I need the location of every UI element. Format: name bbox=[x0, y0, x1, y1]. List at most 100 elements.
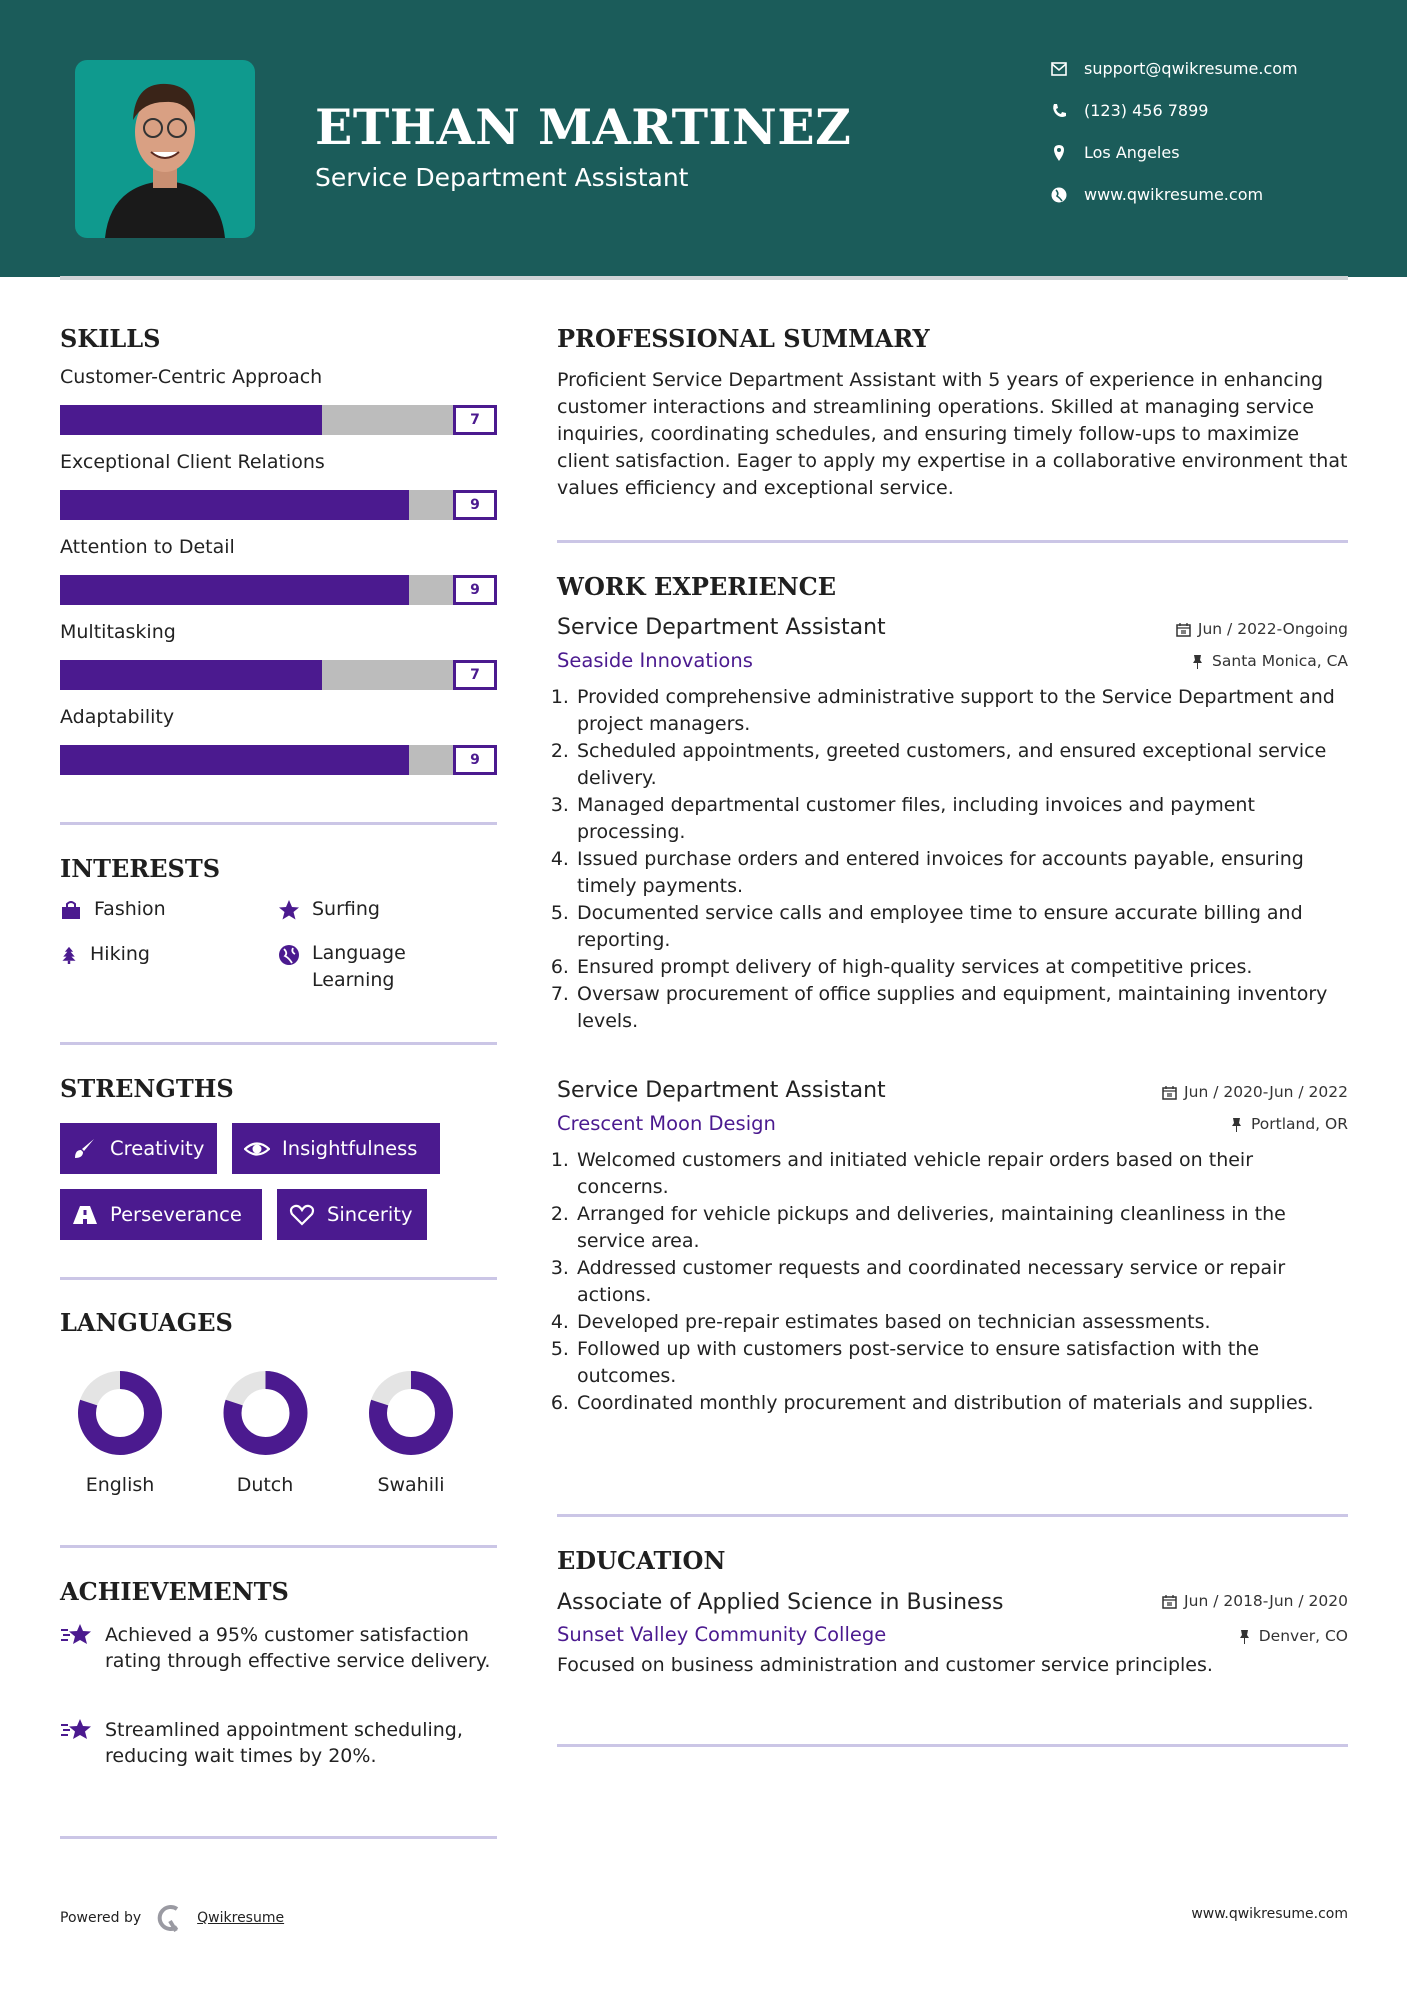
section-divider bbox=[60, 822, 497, 825]
pushpin-icon bbox=[1239, 1629, 1249, 1644]
achievement-item: Streamlined appointment scheduling, redu… bbox=[60, 1717, 497, 1769]
job-date: Jun / 2020-Jun / 2022 bbox=[1162, 1083, 1348, 1101]
globe-icon bbox=[279, 945, 299, 965]
map-marker-icon bbox=[1054, 144, 1064, 161]
interest-label: Surfing bbox=[312, 898, 380, 920]
calendar-icon bbox=[1162, 1594, 1177, 1609]
strength-label: Creativity bbox=[110, 1137, 205, 1160]
strength-badge: Sincerity bbox=[277, 1189, 427, 1240]
skill-bar: 9 bbox=[60, 575, 497, 605]
achievement-text: Achieved a 95% customer satisfaction rat… bbox=[105, 1624, 491, 1672]
skill-label: Adaptability bbox=[60, 706, 175, 728]
strengths-heading: STRENGTHS bbox=[60, 1074, 234, 1103]
skill-bar-fill bbox=[60, 405, 322, 435]
envelope-icon bbox=[1051, 61, 1067, 76]
experience-heading: WORK EXPERIENCE bbox=[557, 572, 837, 601]
skill-bar-fill bbox=[60, 490, 410, 520]
interest-item: Language Learning bbox=[278, 942, 458, 994]
languages-heading: LANGUAGES bbox=[60, 1308, 233, 1337]
skill-label: Customer-Centric Approach bbox=[60, 366, 323, 388]
duty-item: Followed up with customers post-service … bbox=[575, 1336, 1348, 1390]
language-label: Swahili bbox=[377, 1474, 445, 1496]
interest-label: Fashion bbox=[94, 898, 166, 920]
job-location: Portland, OR bbox=[1229, 1115, 1348, 1133]
phone-text: (123) 456 7899 bbox=[1084, 101, 1209, 120]
interest-label: Language Learning bbox=[312, 942, 406, 991]
globe-icon bbox=[1051, 187, 1067, 202]
road-icon bbox=[73, 1205, 97, 1224]
contact-phone[interactable]: (123) 456 7899 bbox=[1050, 101, 1208, 120]
skill-bar-fill bbox=[60, 575, 410, 605]
powered-by-text: Powered by bbox=[60, 1910, 142, 1926]
achievement-item: Achieved a 95% customer satisfaction rat… bbox=[60, 1622, 497, 1674]
interests-heading: INTERESTS bbox=[60, 854, 221, 883]
summary-text: Proficient Service Department Assistant … bbox=[557, 369, 1348, 499]
section-divider bbox=[60, 1836, 497, 1839]
skill-label: Multitasking bbox=[60, 621, 176, 643]
education-description: Focused on business administration and c… bbox=[557, 1654, 1213, 1676]
skill-bar: 7 bbox=[60, 660, 497, 690]
duty-item: Issued purchase orders and entered invoi… bbox=[575, 846, 1348, 900]
skill-score: 9 bbox=[453, 490, 497, 520]
calendar-icon bbox=[1176, 622, 1191, 637]
duty-item: Arranged for vehicle pickups and deliver… bbox=[575, 1201, 1348, 1255]
location-text: Santa Monica, CA bbox=[1212, 652, 1348, 670]
language-label: Dutch bbox=[236, 1474, 294, 1496]
star-icon bbox=[279, 900, 299, 920]
contact-email[interactable]: support@qwikresume.com bbox=[1050, 59, 1298, 78]
skill-bar: 7 bbox=[60, 405, 497, 435]
paintbrush-icon bbox=[75, 1138, 94, 1158]
strength-label: Insightfulness bbox=[282, 1137, 418, 1160]
contact-website[interactable]: www.qwikresume.com bbox=[1050, 185, 1263, 204]
shopping-bag-icon bbox=[62, 901, 80, 919]
strength-badge: Creativity bbox=[60, 1123, 217, 1174]
job-title: Service Department Assistant bbox=[557, 615, 886, 640]
profile-photo bbox=[75, 60, 255, 238]
skill-score: 9 bbox=[453, 575, 497, 605]
tree-icon bbox=[62, 946, 76, 964]
section-divider bbox=[60, 1042, 497, 1045]
skill-score: 9 bbox=[453, 745, 497, 775]
job-title: Service Department Assistant bbox=[557, 1078, 886, 1103]
location-text: Los Angeles bbox=[1084, 143, 1180, 162]
interest-label: Hiking bbox=[90, 943, 150, 965]
duty-item: Welcomed customers and initiated vehicle… bbox=[575, 1147, 1348, 1201]
skill-score: 7 bbox=[453, 660, 497, 690]
summary-heading: PROFESSIONAL SUMMARY bbox=[557, 324, 930, 353]
duty-item: Developed pre-repair estimates based on … bbox=[575, 1309, 1348, 1336]
eye-icon bbox=[244, 1141, 270, 1156]
candidate-title: Service Department Assistant bbox=[315, 163, 689, 192]
pushpin-icon bbox=[1193, 654, 1203, 669]
job-entry: Service Department Assistant Crescent Mo… bbox=[557, 1078, 1348, 1417]
email-text: support@qwikresume.com bbox=[1084, 59, 1298, 78]
achievements-heading: ACHIEVEMENTS bbox=[60, 1577, 289, 1606]
footer-website[interactable]: www.qwikresume.com bbox=[1191, 1906, 1348, 1922]
section-divider bbox=[60, 1545, 497, 1548]
strength-label: Sincerity bbox=[327, 1203, 413, 1226]
skill-bar-fill bbox=[60, 660, 322, 690]
interest-item: Hiking bbox=[60, 943, 150, 966]
school: Sunset Valley Community College bbox=[557, 1623, 887, 1646]
section-divider bbox=[557, 540, 1348, 543]
star-award-icon bbox=[61, 1624, 91, 1644]
interest-item: Surfing bbox=[278, 898, 380, 921]
heart-icon bbox=[289, 1204, 315, 1226]
job-location: Santa Monica, CA bbox=[1190, 652, 1348, 670]
skill-score: 7 bbox=[453, 405, 497, 435]
strength-label: Perseverance bbox=[110, 1203, 242, 1226]
achievement-text: Streamlined appointment scheduling, redu… bbox=[105, 1719, 463, 1767]
date-text: Jun / 2020-Jun / 2022 bbox=[1184, 1083, 1348, 1101]
duties-list: Provided comprehensive administrative su… bbox=[557, 684, 1348, 1035]
interest-item: Fashion bbox=[60, 898, 166, 921]
education-date: Jun / 2018-Jun / 2020 bbox=[1162, 1592, 1348, 1610]
strength-badge: Perseverance bbox=[60, 1189, 262, 1240]
section-divider bbox=[557, 1514, 1348, 1517]
skills-heading: SKILLS bbox=[60, 324, 161, 353]
date-text: Jun / 2018-Jun / 2020 bbox=[1184, 1592, 1348, 1610]
qwikresume-link[interactable]: Qwikresume bbox=[197, 1910, 285, 1926]
candidate-name: ETHAN MARTINEZ bbox=[315, 98, 852, 156]
date-text: Jun / 2022-Ongoing bbox=[1197, 620, 1348, 638]
header-divider bbox=[60, 276, 1348, 280]
section-divider bbox=[557, 1744, 1348, 1747]
duties-list: Welcomed customers and initiated vehicle… bbox=[557, 1147, 1348, 1417]
